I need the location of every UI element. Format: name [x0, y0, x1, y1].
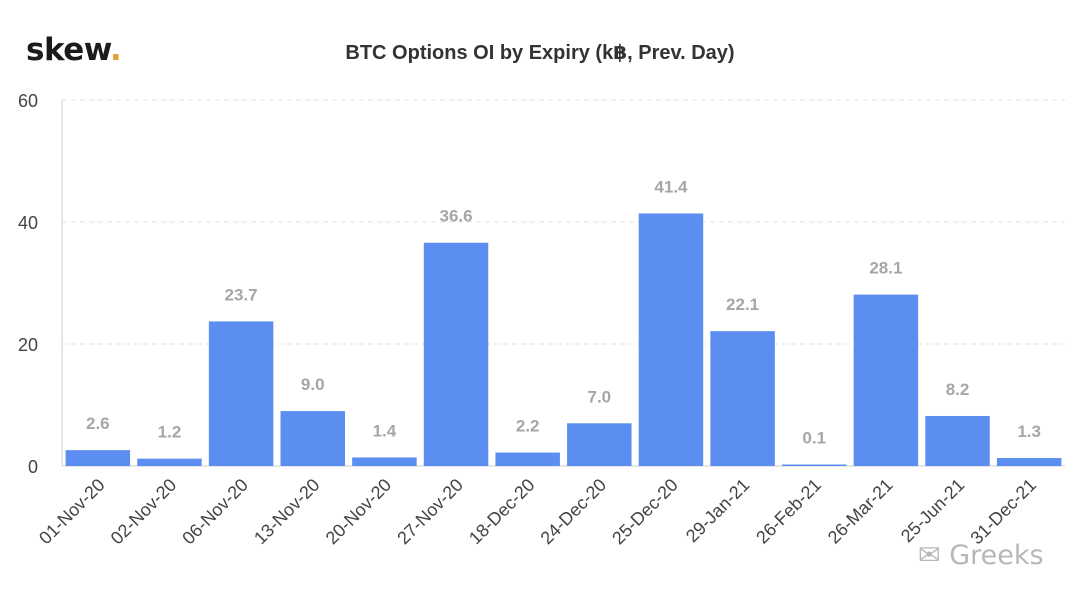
logo-dot: . — [109, 32, 122, 68]
data-label: 1.2 — [158, 423, 182, 442]
x-tick-label: 25-Jun-21 — [897, 475, 968, 546]
bar-26-Mar-21 — [853, 294, 919, 466]
wechat-icon: ✉ — [918, 540, 941, 571]
bar-06-Nov-20 — [208, 321, 274, 466]
data-label: 2.6 — [86, 414, 110, 433]
data-label: 1.4 — [373, 421, 397, 440]
data-label: 1.3 — [1017, 422, 1041, 441]
data-label: 7.0 — [588, 387, 612, 406]
y-tick-label: 60 — [18, 91, 38, 111]
bar-26-Feb-21 — [782, 464, 847, 466]
x-tick-label: 24-Dec-20 — [537, 475, 611, 549]
x-tick-label: 26-Mar-21 — [824, 475, 897, 548]
bar-29-Jan-21 — [710, 331, 775, 466]
x-tick-label: 26-Feb-21 — [752, 475, 825, 548]
x-tick-label: 06-Nov-20 — [178, 475, 252, 549]
data-label: 23.7 — [225, 285, 258, 304]
data-label: 0.1 — [802, 429, 826, 448]
bar-25-Jun-21 — [925, 415, 990, 466]
data-label: 36.6 — [439, 207, 472, 226]
data-label: 22.1 — [726, 295, 759, 314]
x-tick-label: 27-Nov-20 — [393, 475, 467, 549]
x-tick-label: 31-Dec-21 — [966, 475, 1040, 549]
bar-13-Nov-20 — [280, 411, 345, 466]
x-tick-label: 25-Dec-20 — [608, 475, 682, 549]
bar-24-Dec-20 — [567, 423, 632, 466]
bar-18-Dec-20 — [495, 452, 560, 466]
y-tick-label: 20 — [18, 335, 38, 355]
x-tick-label: 13-Nov-20 — [250, 475, 324, 549]
data-label: 28.1 — [869, 259, 902, 278]
x-tick-label: 20-Nov-20 — [322, 475, 396, 549]
data-label: 2.2 — [516, 417, 540, 436]
bar-02-Nov-20 — [137, 458, 202, 466]
x-tick-label: 02-Nov-20 — [107, 475, 181, 549]
watermark: ✉ Greeks — [918, 540, 1044, 571]
data-label: 41.4 — [654, 177, 688, 196]
watermark-text: Greeks — [949, 540, 1044, 571]
logo-text: skew — [26, 32, 110, 68]
x-tick-label: 18-Dec-20 — [465, 475, 539, 549]
skew-logo: skew. — [26, 32, 122, 68]
bar-27-Nov-20 — [423, 242, 489, 466]
chart-title: BTC Options OI by Expiry (k฿, Prev. Day) — [345, 42, 735, 64]
data-label: 8.2 — [946, 380, 970, 399]
data-label: 9.0 — [301, 375, 325, 394]
bar-25-Dec-20 — [638, 213, 704, 466]
bar-20-Nov-20 — [352, 457, 417, 466]
y-tick-label: 40 — [18, 213, 38, 233]
bar-31-Dec-21 — [996, 458, 1062, 466]
bar-01-Nov-20 — [65, 450, 131, 466]
y-tick-label: 0 — [28, 457, 38, 477]
x-tick-label: 01-Nov-20 — [35, 475, 109, 549]
x-tick-label: 29-Jan-21 — [682, 475, 753, 546]
